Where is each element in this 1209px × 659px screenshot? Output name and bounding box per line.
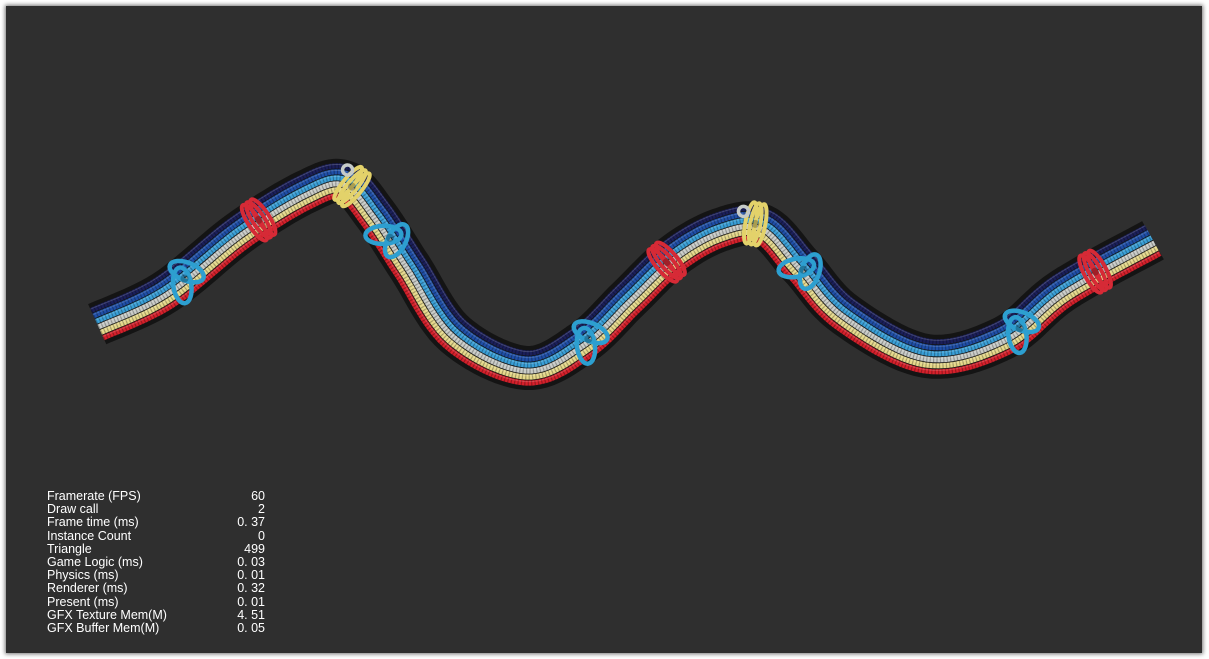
rope-strand-texture	[99, 187, 1159, 380]
stat-label: Present (ms)	[47, 594, 119, 609]
stat-row-renderer: Renderer (ms) 0. 32	[47, 582, 265, 595]
stat-row-frame-time: Frame time (ms) 0. 37	[47, 516, 265, 529]
stat-value: 0. 32	[237, 581, 265, 596]
stat-row-draw-call: Draw call 2	[47, 503, 265, 516]
rope-strand-highlight	[102, 193, 1160, 383]
red-knot	[239, 197, 278, 243]
yellow-knot	[736, 200, 769, 248]
stat-label: Game Logic (ms)	[47, 555, 143, 570]
rope-bundle	[78, 158, 1171, 390]
blue-knot	[1002, 308, 1042, 356]
knot-group	[167, 163, 1113, 366]
red-knot	[646, 240, 687, 284]
stat-value: 2	[258, 502, 265, 517]
rope-strand-grey	[97, 181, 1156, 374]
stat-row-gfx-buffer-mem: GFX Buffer Mem(M) 0. 05	[47, 621, 265, 636]
rope-strand-navy	[89, 163, 1148, 356]
stat-value: 0. 05	[237, 621, 265, 636]
rope-scene	[78, 158, 1171, 390]
stat-label: GFX Texture Mem(M)	[47, 607, 167, 622]
stat-row-instance-count: Instance Count 0	[47, 528, 265, 543]
stat-value: 0. 01	[237, 594, 265, 609]
stat-label: Framerate (FPS)	[47, 489, 141, 503]
stat-label: GFX Buffer Mem(M)	[47, 621, 160, 636]
stat-label: Instance Count	[47, 528, 132, 543]
rope-strand-yellow	[99, 187, 1159, 380]
rope-strand-highlight	[92, 170, 1149, 359]
stat-row-gfx-texture-mem: GFX Texture Mem(M) 4. 51	[47, 607, 265, 622]
rope-strand-highlight	[90, 164, 1146, 353]
stat-value: 4. 51	[237, 607, 265, 622]
stat-value: 0. 03	[237, 555, 265, 570]
stat-row-present: Present (ms) 0. 01	[47, 594, 265, 609]
stat-label: Triangle	[47, 541, 92, 556]
rope-strand-texture	[102, 193, 1162, 386]
red-knot	[1077, 248, 1113, 295]
rope-strand-red	[102, 193, 1162, 386]
blue-knot	[363, 222, 411, 260]
stat-row-fps: Framerate (FPS) 60	[47, 489, 265, 503]
blue-knot	[167, 258, 207, 306]
stat-row-physics: Physics (ms) 0. 01	[47, 569, 265, 582]
rope-strand-texture	[92, 169, 1150, 362]
yellow-knot	[332, 163, 372, 209]
rope-strand-light-blue	[94, 175, 1153, 368]
rope-strand-highlight	[97, 181, 1155, 371]
blue-knot	[571, 319, 610, 366]
rope-strand-highlight	[95, 175, 1152, 365]
stats-panel: Framerate (FPS) 60 Draw call 2 Frame tim…	[47, 489, 265, 636]
stat-row-game-logic: Game Logic (ms) 0. 03	[47, 555, 265, 570]
rope-strand-blue	[92, 169, 1150, 362]
rope-shadow	[78, 158, 1171, 390]
rope-strand-highlight	[100, 187, 1157, 377]
stat-label: Physics (ms)	[47, 568, 119, 583]
stat-label: Renderer (ms)	[47, 581, 128, 596]
stat-value: 0. 37	[237, 515, 265, 530]
stat-label: Frame time (ms)	[47, 515, 139, 530]
stat-value: 0	[258, 528, 265, 543]
rope-strand-texture	[89, 163, 1148, 356]
stat-row-triangle: Triangle 499	[47, 541, 265, 556]
stat-value: 60	[251, 489, 265, 503]
stat-value: 499	[244, 541, 265, 556]
stat-label: Draw call	[47, 502, 99, 517]
stat-value: 0. 01	[237, 568, 265, 583]
blue-knot	[776, 252, 823, 292]
viewport: Framerate (FPS) 60 Draw call 2 Frame tim…	[6, 6, 1202, 653]
